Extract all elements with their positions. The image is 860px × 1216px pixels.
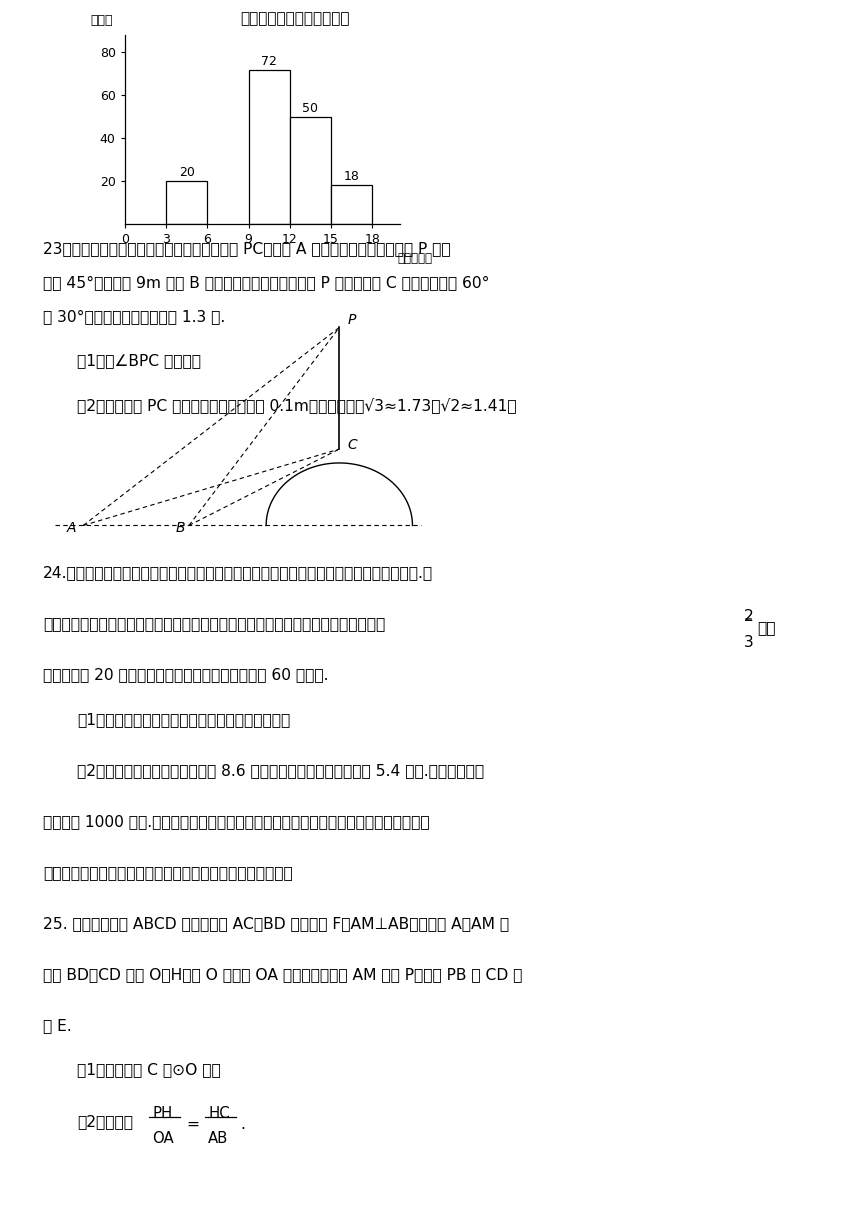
Text: 角是 45°，向前走 9m 到达 B 点，用测角仪测得塔顶端点 P 和塔底端点 C 的仰角分别是 60°: 角是 45°，向前走 9m 到达 B 点，用测角仪测得塔顶端点 P 和塔底端点 …: [43, 275, 489, 289]
Text: 2: 2: [744, 609, 753, 624]
Title: 用户三月用水量频数直方图: 用户三月用水量频数直方图: [241, 11, 350, 27]
Text: =: =: [187, 1118, 200, 1132]
Bar: [290, 117, 331, 224]
Text: OA: OA: [152, 1131, 174, 1145]
Text: 投标书中得知：甲队单独完成这项工程所需天数是乙队单独完成这项工程所需天数的: 投标书中得知：甲队单独完成这项工程所需天数是乙队单独完成这项工程所需天数的: [43, 617, 385, 631]
Text: .: .: [240, 1118, 245, 1132]
Text: 月用水量厘: 月用水量厘: [397, 252, 432, 265]
Text: 25. 如图，在菱形 ABCD 中，对角线 AC、BD 相交于点 F，AM⊥AB，垂足为 A，AM 分: 25. 如图，在菱形 ABCD 中，对角线 AC、BD 相交于点 F，AM⊥AB…: [43, 916, 509, 931]
Text: C: C: [347, 438, 357, 452]
Text: 用户数: 用户数: [90, 13, 113, 27]
Text: （2）求该铁塔 PC 的高度。（结果精确到 0.1m；参考数据：√3≈1.73，√2≈1.41）: （2）求该铁塔 PC 的高度。（结果精确到 0.1m；参考数据：√3≈1.73，…: [77, 398, 517, 413]
Text: 18: 18: [344, 170, 359, 184]
Text: 工费用为 1000 万元.若在甲、乙工程队工作效率不变的情况下使施工时间最短，问拟安排: 工费用为 1000 万元.若在甲、乙工程队工作效率不变的情况下使施工时间最短，问…: [43, 814, 430, 829]
Text: ，若: ，若: [757, 620, 776, 635]
Text: HC: HC: [208, 1107, 230, 1121]
Text: AB: AB: [208, 1131, 229, 1145]
Text: 50: 50: [303, 102, 318, 116]
Text: PH: PH: [152, 1107, 173, 1121]
Text: 点 E.: 点 E.: [43, 1018, 71, 1034]
Bar: [166, 181, 207, 224]
Text: 预算的施工费用是否够用？若不够用，需追加预算多少万元？: 预算的施工费用是否够用？若不够用，需追加预算多少万元？: [43, 865, 292, 880]
Text: 24.某高速铁路工程指挥部，要对某路段工程进行招标，接到了甲、乙两个工程队的投标书.从: 24.某高速铁路工程指挥部，要对某路段工程进行招标，接到了甲、乙两个工程队的投标…: [43, 565, 433, 580]
Bar: [331, 185, 372, 224]
Text: 和 30°，已知测角仪的高度为 1.3 米.: 和 30°，已知测角仪的高度为 1.3 米.: [43, 309, 225, 323]
Bar: [249, 69, 290, 224]
Text: （2）已知甲队每天的施工费用为 8.6 万元，乙队每天的施工费用为 5.4 万元.工程预算的施: （2）已知甲队每天的施工费用为 8.6 万元，乙队每天的施工费用为 5.4 万元…: [77, 762, 484, 778]
Text: 23．如图，从水平地面看一山坡上的通讯铁塔 PC，在点 A 处用测角仪测得塔顶端点 P 的仰: 23．如图，从水平地面看一山坡上的通讯铁塔 PC，在点 A 处用测角仪测得塔顶端…: [43, 241, 451, 255]
Text: （1）求∠BPC 的度数；: （1）求∠BPC 的度数；: [77, 353, 201, 368]
Text: 由甲队先做 20 天，剩下的工程再由甲、乙两队合作 60 天完成.: 由甲队先做 20 天，剩下的工程再由甲、乙两队合作 60 天完成.: [43, 668, 329, 682]
Text: B: B: [176, 522, 186, 535]
Text: P: P: [347, 313, 356, 327]
Text: （1）求证：点 C 在⊙O 上；: （1）求证：点 C 在⊙O 上；: [77, 1063, 221, 1077]
Text: 别交 BD、CD 于点 O、H，以 O 为圆心 OA 长为半径的圆交 AM 于点 P，连接 PB 交 CD 于: 别交 BD、CD 于点 O、H，以 O 为圆心 OA 长为半径的圆交 AM 于点…: [43, 967, 522, 983]
Text: 72: 72: [261, 55, 277, 68]
Text: （2）求证：: （2）求证：: [77, 1114, 133, 1128]
Text: 3: 3: [744, 635, 753, 649]
Text: 20: 20: [179, 167, 194, 179]
Text: A: A: [66, 522, 76, 535]
Text: （1）求甲、乙两队单独完成这项工程各需多少天？: （1）求甲、乙两队单独完成这项工程各需多少天？: [77, 711, 291, 727]
